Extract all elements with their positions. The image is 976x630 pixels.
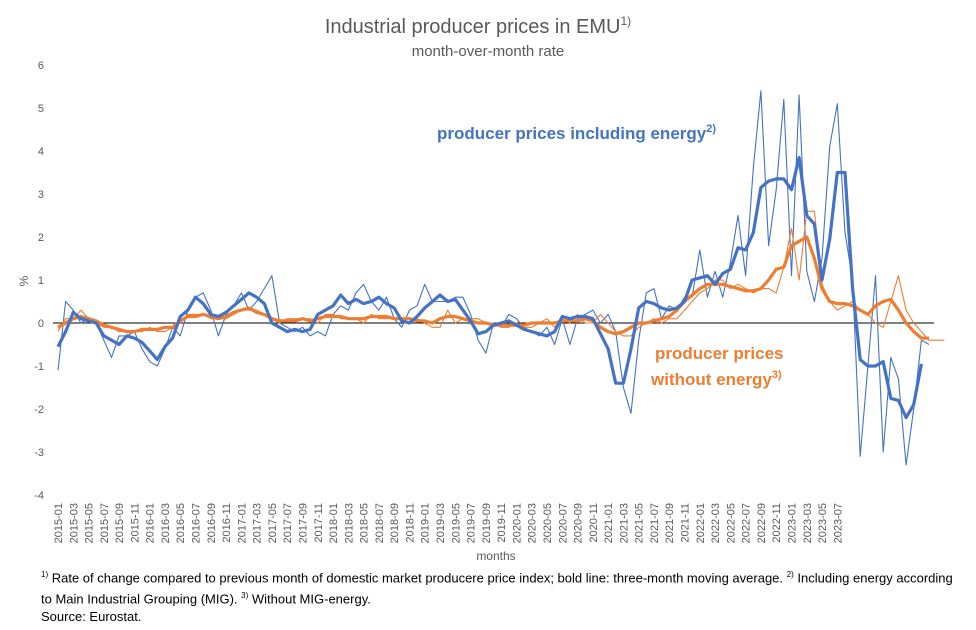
x-tick-label: 2020-03 <box>527 503 539 543</box>
x-tick-label: 2019-09 <box>481 503 493 543</box>
x-tick-label: 2020-09 <box>573 503 585 543</box>
x-tick-label: 2023-05 <box>817 503 829 543</box>
x-tick-label: 2016-07 <box>191 503 203 543</box>
x-tick-label: 2015-03 <box>68 503 80 543</box>
chart-title: Industrial producer prices in EMU1) <box>325 14 631 38</box>
x-tick-label: 2021-03 <box>618 503 630 543</box>
footnote-2: Including energy according to Main Indus… <box>41 570 953 607</box>
x-tick-label: 2016-01 <box>145 503 157 543</box>
x-axis-label: months <box>476 549 515 563</box>
x-tick-label: 2015-07 <box>99 503 111 543</box>
x-tick-label: 2022-09 <box>756 503 768 543</box>
x-tick-label: 2019-11 <box>496 503 508 543</box>
x-tick-label: 2022-05 <box>725 503 737 543</box>
footnote-text: 1) Rate of change compared to previous m… <box>41 566 966 608</box>
x-tick-label: 2021-11 <box>680 503 692 543</box>
y-tick-label: 0 <box>38 318 44 330</box>
x-tick-label: 2015-01 <box>53 503 65 543</box>
x-tick-label: 2018-01 <box>328 503 340 543</box>
annotation-without-energy-line2: without energy3) <box>650 369 782 389</box>
x-tick-label: 2022-07 <box>741 503 753 543</box>
x-tick-label: 2018-07 <box>374 503 386 543</box>
x-tick-label: 2019-05 <box>450 503 462 543</box>
x-tick-label: 2022-03 <box>710 503 722 543</box>
x-tick-label: 2019-03 <box>435 503 447 543</box>
x-tick-label: 2017-03 <box>252 503 264 543</box>
line-chart: Industrial producer prices in EMU1) mont… <box>17 14 945 563</box>
y-tick-label: 4 <box>38 146 44 158</box>
x-tick-label: 2022-11 <box>771 503 783 543</box>
x-tick-label: 2023-07 <box>832 503 844 543</box>
x-tick-label: 2017-01 <box>236 503 248 543</box>
x-tick-label: 2018-09 <box>389 503 401 543</box>
x-tick-label: 2020-01 <box>511 503 523 543</box>
x-tick-label: 2019-07 <box>466 503 478 543</box>
y-axis-ticks: -4 -3 -2 -1 0 1 2 3 4 5 6 <box>34 60 44 502</box>
x-tick-label: 2016-03 <box>160 503 172 543</box>
x-tick-label: 2015-11 <box>129 503 141 543</box>
annotation-including-energy: producer prices including energy2) <box>437 123 716 143</box>
y-tick-label: 2 <box>38 232 44 244</box>
series-layer <box>56 90 945 466</box>
x-tick-label: 2017-07 <box>282 503 294 543</box>
series-line-excl-monthly <box>57 210 945 341</box>
series-line-incl-ma3 <box>56 155 923 420</box>
x-tick-label: 2018-11 <box>404 503 416 543</box>
y-tick-label: 5 <box>38 103 44 115</box>
x-tick-label: 2023-01 <box>786 503 798 543</box>
x-tick-label: 2020-07 <box>557 503 569 543</box>
y-axis-label: % <box>17 275 31 286</box>
x-tick-label: 2016-05 <box>175 503 187 543</box>
x-axis-ticks: 2015-01 2015-03 2015-05 2015-07 2015-09 2015-… <box>53 503 844 543</box>
footnote-marker-3: 3) <box>241 590 249 600</box>
x-tick-label: 2018-05 <box>359 503 371 543</box>
y-tick-label: 1 <box>38 275 44 287</box>
source-note: Source: Eurostat. <box>41 608 142 624</box>
x-tick-label: 2017-09 <box>297 503 309 543</box>
y-tick-label: 6 <box>38 60 44 72</box>
x-tick-label: 2019-01 <box>420 503 432 543</box>
y-tick-label: -3 <box>34 447 44 459</box>
x-tick-label: 2021-05 <box>634 503 646 543</box>
footnote-marker-2: 2) <box>786 570 794 579</box>
x-tick-label: 2018-03 <box>343 503 355 543</box>
x-tick-label: 2020-11 <box>588 503 600 543</box>
x-tick-label: 2017-05 <box>267 503 279 543</box>
x-tick-label: 2016-11 <box>221 503 233 543</box>
x-tick-label: 2023-03 <box>802 503 814 543</box>
x-tick-label: 2021-07 <box>649 503 661 543</box>
footnote-1: Rate of change compared to previous mont… <box>48 570 787 586</box>
x-tick-label: 2020-05 <box>542 503 554 543</box>
y-tick-label: 3 <box>38 189 44 201</box>
chart-subtitle: month-over-month rate <box>412 43 565 60</box>
x-tick-label: 2016-09 <box>206 503 218 543</box>
x-tick-label: 2017-11 <box>313 503 325 543</box>
y-tick-label: -4 <box>34 490 44 502</box>
y-tick-label: -2 <box>34 404 44 416</box>
x-tick-label: 2015-09 <box>114 503 126 543</box>
x-tick-label: 2015-05 <box>84 503 96 543</box>
footnote-3: Without MIG-energy. <box>248 591 371 607</box>
footnote-marker-1: 1) <box>41 570 49 579</box>
x-tick-label: 2022-01 <box>695 503 707 543</box>
x-tick-label: 2021-09 <box>664 503 676 543</box>
annotation-without-energy-line1: producer prices <box>655 344 784 363</box>
x-tick-label: 2021-01 <box>603 503 615 543</box>
footnotes: 1) Rate of change compared to previous m… <box>41 566 966 625</box>
y-tick-label: -1 <box>34 361 44 373</box>
